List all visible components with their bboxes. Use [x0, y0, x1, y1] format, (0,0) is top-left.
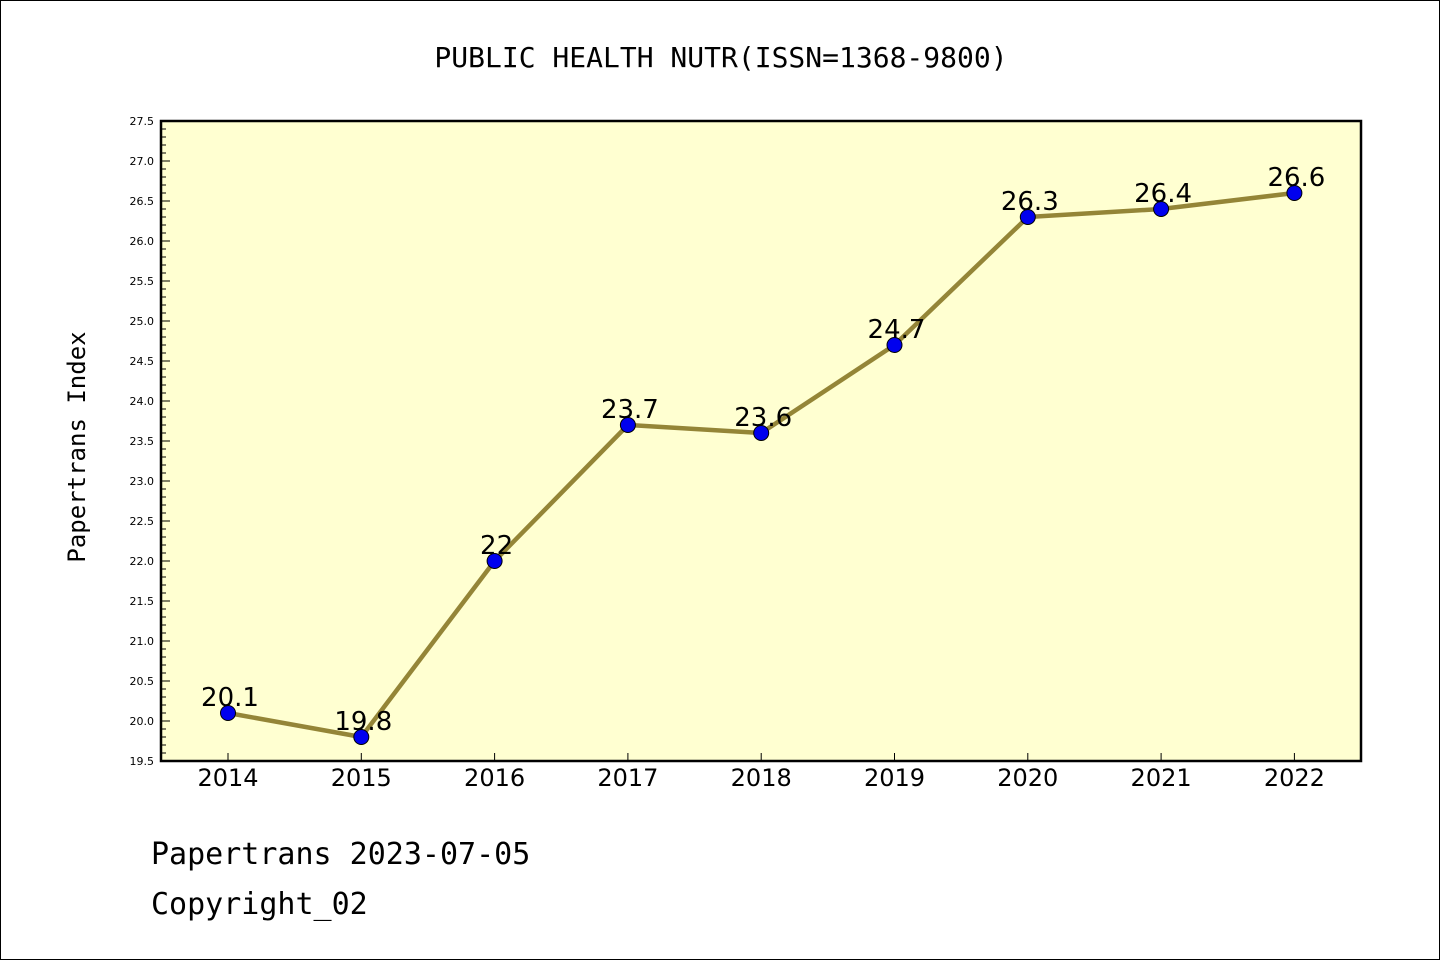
x-tick-label: 2018: [731, 764, 792, 792]
y-axis-label: Papertrans Index: [63, 331, 91, 562]
data-label: 26.6: [1267, 163, 1325, 193]
y-tick-label: 21.5: [130, 595, 155, 608]
y-tick-label: 21.0: [130, 635, 155, 648]
y-tick-label: 27.5: [130, 115, 155, 128]
y-tick-label: 26.0: [130, 235, 155, 248]
data-point: [1153, 201, 1170, 217]
data-label: 19.8: [334, 707, 392, 737]
data-point: [753, 425, 770, 441]
y-tick-label: 23.5: [130, 435, 155, 448]
data-label: 22: [480, 531, 513, 561]
y-tick-label: 23.0: [130, 475, 155, 488]
y-tick-label: 24.5: [130, 355, 155, 368]
x-tick-label: 2021: [1131, 764, 1192, 792]
data-point: [220, 705, 236, 721]
y-tick-label: 24.0: [130, 395, 155, 408]
y-tick-label: 25.0: [130, 315, 155, 328]
data-label: 23.7: [601, 395, 659, 425]
y-tick-label: 20.0: [130, 715, 155, 728]
y-tick-label: 19.5: [130, 755, 155, 768]
data-label: 20.1: [201, 683, 259, 713]
data-point: [886, 337, 903, 353]
x-tick-label: 2016: [464, 764, 525, 792]
chart-title: PUBLIC HEALTH NUTR(ISSN=1368-9800): [434, 41, 1007, 74]
y-tick-label: 25.5: [130, 275, 155, 288]
y-tick-label: 22.0: [130, 555, 155, 568]
x-tick-label: 2022: [1264, 764, 1325, 792]
plot-area: [161, 121, 1361, 761]
y-tick-label: 22.5: [130, 515, 155, 528]
y-tick-label: 26.5: [130, 195, 155, 208]
y-tick-label: 27.0: [130, 155, 155, 168]
plot-border: [159, 119, 1363, 763]
data-label: 26.3: [1001, 187, 1059, 217]
x-tick-label: 2014: [197, 764, 258, 792]
data-point: [486, 553, 503, 569]
data-label: 26.4: [1134, 179, 1192, 209]
data-label: 23.6: [734, 403, 792, 433]
footer-copyright-text: Copyright_02: [151, 887, 368, 922]
y-tick-label: 20.5: [130, 675, 155, 688]
x-tick-label: 2020: [997, 764, 1058, 792]
data-label: 24.7: [868, 315, 926, 345]
x-tick-label: 2019: [864, 764, 925, 792]
x-tick-label: 2015: [331, 764, 392, 792]
data-point: [1019, 209, 1036, 225]
data-point: [619, 417, 636, 433]
data-point: [1286, 185, 1303, 201]
x-tick-label: 2017: [597, 764, 658, 792]
data-point: [353, 729, 370, 745]
footer-date-text: Papertrans 2023-07-05: [151, 837, 531, 872]
